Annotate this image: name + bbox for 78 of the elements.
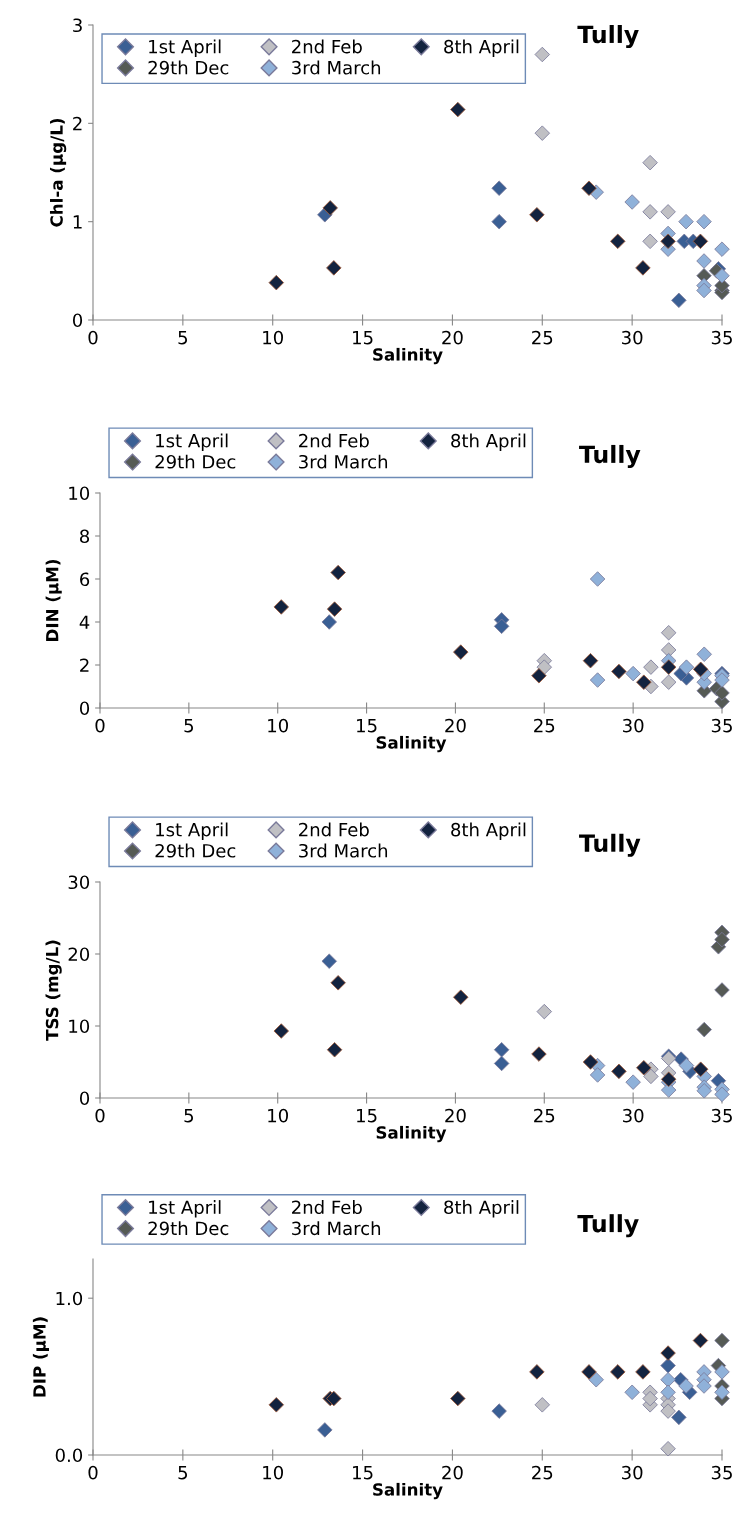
legend-label: 1st April	[156, 822, 228, 840]
x-tick-label: 15	[353, 1465, 373, 1480]
x-tick-label: 25	[534, 1108, 555, 1123]
x-tick-label: 30	[622, 330, 643, 345]
y-tick-label: 30	[68, 875, 90, 890]
y-tick-label: 1	[73, 215, 82, 229]
x-axis-title: Salinity	[376, 1125, 447, 1143]
chart-title: Tully	[577, 1214, 639, 1238]
y-axis-title: TSS (mg/L)	[45, 940, 62, 1041]
legend-label: 3rd March	[292, 1221, 381, 1236]
legend-label: 8th April	[444, 1200, 519, 1218]
y-tick-label: 10	[69, 486, 90, 501]
y-tick-label: 2	[80, 658, 89, 672]
legend-label: 8th April	[451, 822, 526, 840]
x-tick-label: 20	[442, 1465, 463, 1480]
y-tick-label: 2	[73, 116, 82, 131]
legend-label: 2nd Feb	[299, 822, 369, 837]
x-tick-label: 35	[711, 330, 732, 345]
y-tick-label: 0	[72, 313, 83, 328]
x-tick-label: 30	[622, 1465, 643, 1480]
x-tick-label: 15	[357, 1108, 377, 1123]
y-tick-label: 10	[69, 1019, 90, 1034]
y-tick-label: 0	[79, 701, 90, 716]
x-tick-label: 25	[532, 330, 553, 345]
x-tick-label: 20	[445, 1108, 466, 1123]
legend-label: 2nd Feb	[299, 433, 369, 448]
y-tick-label: 20	[68, 947, 90, 962]
legend-label: 1st April	[149, 39, 221, 57]
x-tick-label: 0	[95, 1108, 105, 1123]
x-tick-label: 30	[623, 1108, 644, 1123]
x-tick-label: 10	[268, 1108, 288, 1123]
legend-label: 3rd March	[299, 454, 388, 469]
y-tick-label: 3	[73, 18, 82, 33]
chart-title: Tully	[577, 25, 639, 49]
y-tick-label: 4	[79, 615, 90, 629]
legend-label: 29th Dec	[155, 454, 236, 469]
x-tick-label: 30	[623, 718, 644, 733]
x-tick-label: 25	[534, 718, 555, 733]
legend-label: 2nd Feb	[292, 39, 362, 54]
x-tick-label: 25	[532, 1465, 553, 1480]
legend-label: 29th Dec	[148, 60, 229, 75]
x-tick-label: 15	[357, 718, 377, 733]
x-axis-title: Salinity	[373, 1482, 443, 1500]
x-tick-label: 0	[95, 718, 105, 733]
y-tick-label: 6	[80, 572, 90, 587]
x-tick-label: 35	[711, 1108, 732, 1123]
y-tick-label: 1.0	[56, 1291, 83, 1306]
x-tick-label: 5	[184, 1108, 194, 1123]
x-tick-label: 20	[445, 718, 466, 733]
chart-title: Tully	[579, 444, 641, 468]
legend-label: 8th April	[451, 433, 526, 452]
legend-label: 29th Dec	[148, 1221, 229, 1236]
legend-label: 3rd March	[299, 843, 388, 858]
x-tick-label: 20	[442, 330, 463, 345]
y-axis-title: Chl-a (µg/L)	[49, 118, 67, 227]
x-axis-title: Salinity	[373, 347, 443, 365]
legend-label: 2nd Feb	[292, 1200, 362, 1215]
x-tick-label: 35	[711, 718, 732, 733]
x-axis-title: Salinity	[376, 735, 447, 753]
x-tick-label: 5	[184, 718, 194, 733]
y-tick-label: 8	[80, 529, 90, 544]
x-tick-label: 10	[263, 1465, 283, 1480]
legend-label: 8th April	[444, 39, 519, 57]
x-tick-label: 10	[268, 718, 288, 733]
legend-label: 29th Dec	[155, 843, 236, 858]
legend-label: 1st April	[149, 1200, 221, 1218]
y-axis-title: DIP (µM)	[32, 1317, 50, 1397]
x-tick-label: 10	[263, 330, 283, 345]
chart-title: Tully	[579, 833, 641, 857]
x-tick-label: 5	[178, 330, 188, 345]
y-axis-title: DIN (µM)	[45, 560, 62, 641]
x-tick-label: 5	[178, 1465, 188, 1480]
x-tick-label: 35	[711, 1465, 732, 1480]
legend-label: 1st April	[156, 433, 228, 452]
legend-label: 3rd March	[292, 60, 381, 75]
x-tick-label: 15	[353, 330, 373, 345]
y-tick-label: 0	[79, 1091, 90, 1106]
y-tick-label: 0.0	[55, 1448, 83, 1463]
